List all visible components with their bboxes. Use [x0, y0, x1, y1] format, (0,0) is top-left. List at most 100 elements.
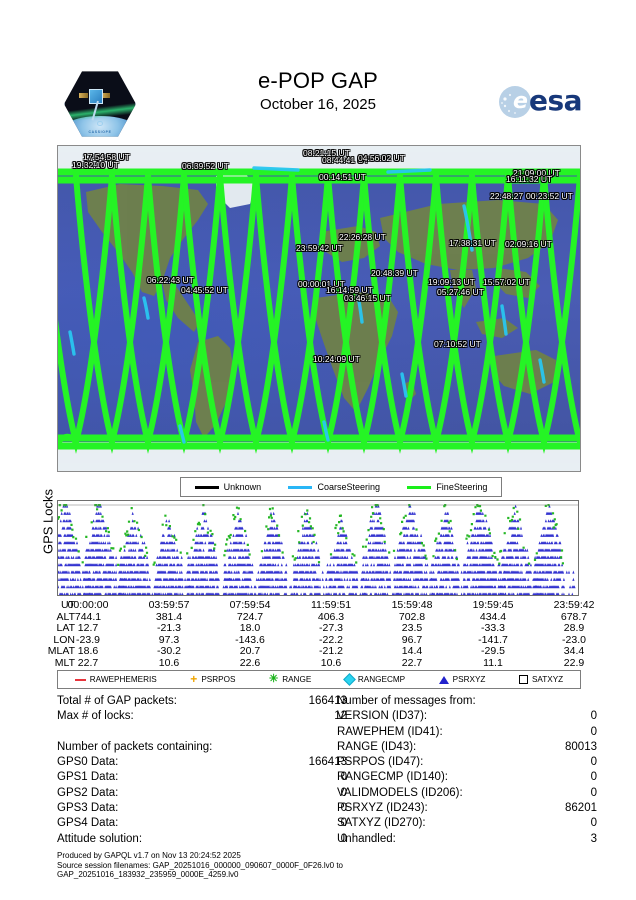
gps-locks-frame — [57, 500, 579, 596]
orbit-table-row-key: MLAT — [47, 645, 75, 658]
orbit-table-cell: -141.7 — [478, 633, 508, 646]
stat-label: GPS0 Data: — [57, 756, 119, 769]
pass-time-label: 23:59:42 UT — [296, 243, 343, 253]
legend-swatch — [194, 485, 219, 489]
orbit-table-row: MLAT 18.6 -30.2 20.7 -21.2 14.4 -29.5 34.4 — [41, 646, 631, 658]
pass-time-label: 07:10:52 UT — [434, 339, 481, 349]
message-type-legend: RAWEPHEMERIS + PSRPOS ✳ RANGE RANGECMP PSRXYZ S… — [57, 670, 581, 689]
message-count-row: SATXYZ (ID270): 0 — [337, 816, 597, 831]
stat-value: 0 — [590, 786, 597, 799]
orbit-table-cell: 14.4 — [401, 645, 423, 658]
statistics-left-column: Total # of GAP packets: 166413 Max # of lo… — [57, 694, 347, 847]
message-count-row: RAWEPHEM (ID41): 0 — [337, 725, 597, 740]
stat-label: Number of packets containing: — [57, 740, 213, 753]
pass-time-label: 00:23:52 UT — [526, 191, 573, 201]
orbit-table-row-key: UT — [61, 599, 75, 611]
stat-value: 0 — [590, 817, 597, 830]
solar-panel-icon — [79, 92, 89, 99]
message-legend-label: PSRXYZ — [452, 675, 486, 684]
pass-time-label: 00:00:01 UT — [298, 279, 345, 289]
packet-count-row: GPS2 Data: 0 — [57, 786, 347, 801]
message-count-row: Unhandled: 3 — [337, 832, 597, 847]
pass-time-label: 20:48:39 UT — [371, 268, 418, 278]
orbit-table-cell: 381.4 — [155, 610, 183, 623]
message-legend-item-psrpos: + PSRPOS — [190, 673, 235, 685]
orbit-table-cell: -23.0 — [562, 633, 586, 646]
orbit-table-cell: 18.6 — [77, 645, 99, 658]
orbit-table-cell: 22.7 — [401, 656, 423, 669]
gps-locks-series — [58, 504, 578, 595]
cassiope-mission-logo: CASSIOPE — [60, 68, 138, 138]
message-legend-item-range: ✳ RANGE — [269, 674, 311, 685]
pass-time-label: 22:26:28 UT — [339, 232, 386, 242]
legend-swatch — [288, 485, 313, 489]
orbit-table-cell: -30.2 — [157, 645, 181, 658]
orbit-table-cell: -27.3 — [319, 622, 343, 635]
stat-label: Attitude solution: — [57, 832, 143, 845]
orbit-table-cell: 97.3 — [158, 633, 180, 646]
diamond-marker-icon — [342, 673, 356, 686]
pass-time-label: 08:21:15 UT — [303, 148, 350, 158]
stat-label: GPS4 Data: — [57, 817, 119, 830]
orbit-table-cell: 11:59:51 — [310, 599, 352, 611]
messages-heading: Number of messages from: — [337, 694, 597, 709]
stat-label: SATXYZ (ID270): — [337, 817, 426, 830]
mission-logo-label: CASSIOPE — [88, 129, 112, 134]
page-date: October 16, 2025 — [260, 96, 376, 113]
stat-label: VALIDMODELS (ID206): — [337, 786, 463, 799]
footer-line-source-2: GAP_20251016_183932_235959_0000E_4259.lv… — [57, 870, 239, 880]
pass-time-label: 04:56:02 UT — [358, 153, 405, 163]
packets-heading: Number of packets containing: — [57, 740, 347, 755]
square-marker-icon — [518, 675, 528, 684]
page-title: e-POP GAP — [258, 68, 378, 93]
esa-dots-icon — [501, 93, 516, 114]
stat-value: 86201 — [565, 802, 597, 815]
orbit-table-cell: 702.8 — [398, 610, 426, 623]
stat-value: 0 — [340, 832, 347, 845]
stat-value: 0 — [590, 710, 597, 723]
pass-time-label: 16:14:59 UT — [326, 285, 373, 295]
ground-track-map[interactable]: 17:54:58 UT 19:32:10 UT 06:39:52 UT 08:21:1… — [57, 145, 581, 472]
stat-label: GPS2 Data: — [57, 786, 119, 799]
stat-label: GPS3 Data: — [57, 802, 119, 815]
esa-logo-wordmark: esa — [529, 84, 583, 117]
orbit-table-cell: 22.7 — [77, 656, 99, 669]
statistics-right-column: Number of messages from: VERSION (ID37): 0… — [337, 694, 597, 847]
message-legend-item-psrxyz: PSRXYZ — [438, 675, 486, 684]
pass-time-label: 00:14:51 UT — [319, 172, 366, 182]
pass-time-label: 03:46:15 UT — [344, 293, 391, 303]
stat-label: RANGECMP (ID140): — [337, 771, 448, 784]
earth-icon — [65, 115, 135, 137]
stat-label: Total # of GAP packets: — [57, 695, 177, 707]
stat-value: 12 — [334, 710, 347, 723]
message-count-row: PSRXYZ (ID243): 86201 — [337, 801, 597, 816]
message-legend-label: RAWEPHEMERIS — [89, 675, 157, 684]
message-legend-label: SATXYZ — [531, 675, 564, 684]
gps-locks-axis-label: GPS Locks — [40, 488, 56, 555]
orbit-table-cell: 19:59:45 — [472, 599, 514, 611]
orbit-table-cell: 23:59:42 — [553, 599, 595, 611]
orbit-table-cell: -22.2 — [319, 633, 343, 646]
orbit-table-row: LAT 12.7 -21.3 18.0 -27.3 23.5 -33.3 28.9 — [41, 623, 631, 635]
orbit-table-cell: 03:59:57 — [148, 599, 190, 611]
stat-value: 0 — [590, 756, 597, 769]
message-count-row: VALIDMODELS (ID206): 0 — [337, 786, 597, 801]
gps-locks-plot[interactable]: GPS Locks 024681012 — [41, 489, 579, 596]
orbit-table-cell: -23.9 — [76, 633, 100, 646]
pass-time-label: 15:57:02 UT — [483, 277, 530, 287]
stat-label: RAWEPHEM (ID41): — [337, 725, 443, 738]
pass-time-label: 10:24:09 UT — [313, 354, 360, 364]
message-legend-item-satxyz: SATXYZ — [518, 675, 564, 684]
packet-count-row: GPS1 Data: 0 — [57, 770, 347, 785]
pass-time-label: 22:48:27 UT — [490, 191, 537, 201]
orbit-table-cell: 20.7 — [239, 645, 261, 658]
attitude-mode-legend: Unknown CoarseSteering FineSteering — [180, 477, 502, 497]
stat-label: Unhandled: — [337, 832, 396, 845]
orbit-table-cell: -33.3 — [481, 622, 505, 635]
pass-time-label: 19:32:10 UT — [72, 160, 119, 170]
stat-value: 0 — [340, 817, 347, 830]
message-count-row: PSRPOS (ID47): 0 — [337, 755, 597, 770]
title-block: e-POP GAP October 16, 2025 — [0, 68, 636, 115]
stat-value: 3 — [590, 832, 597, 845]
stat-label: PSRPOS (ID47): — [337, 756, 424, 769]
